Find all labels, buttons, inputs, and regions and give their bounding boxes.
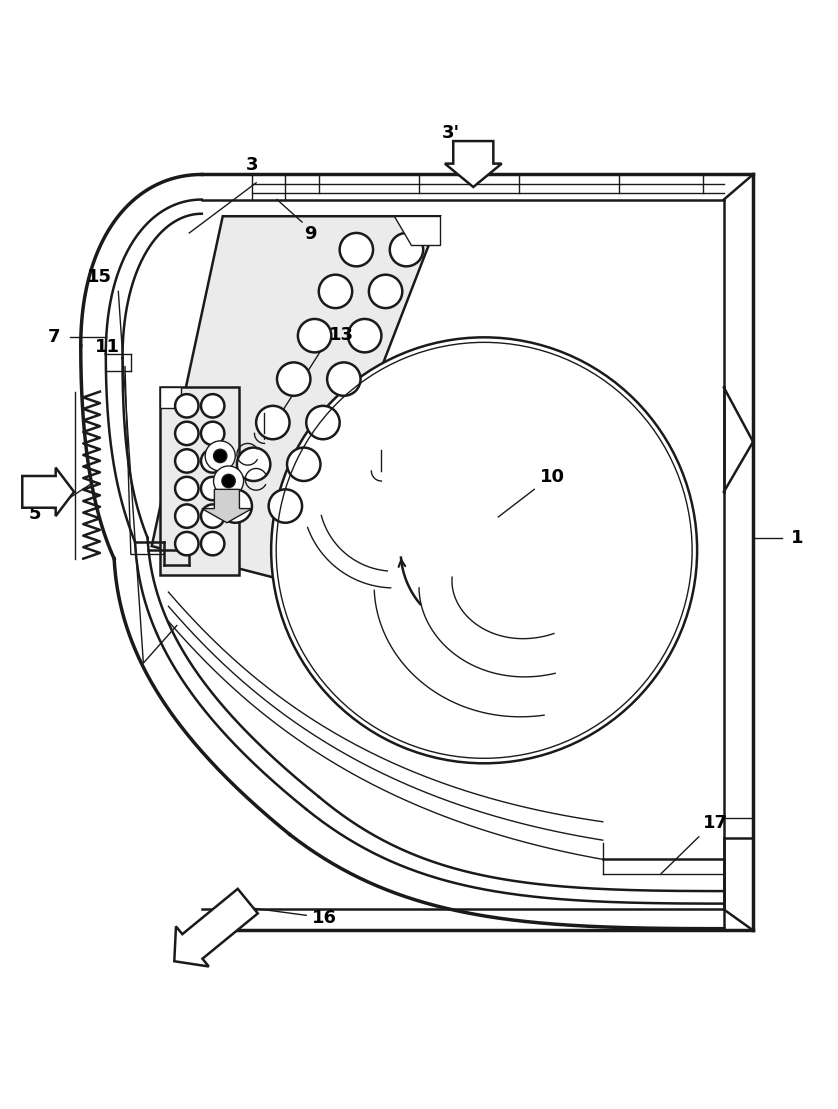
- Circle shape: [339, 233, 373, 266]
- Text: 17: 17: [703, 814, 728, 832]
- Text: 11: 11: [95, 338, 120, 356]
- Circle shape: [201, 449, 225, 472]
- Circle shape: [237, 448, 271, 481]
- Circle shape: [175, 449, 199, 472]
- Text: 7: 7: [48, 328, 59, 346]
- FancyArrow shape: [174, 888, 258, 966]
- Circle shape: [175, 505, 199, 528]
- Circle shape: [205, 441, 235, 471]
- Polygon shape: [152, 216, 440, 583]
- Polygon shape: [160, 387, 240, 576]
- Circle shape: [369, 275, 402, 308]
- Text: 9: 9: [303, 225, 316, 243]
- Circle shape: [327, 363, 360, 396]
- Circle shape: [201, 505, 225, 528]
- Circle shape: [297, 319, 331, 353]
- Text: 15: 15: [86, 267, 111, 285]
- Circle shape: [175, 421, 199, 445]
- Circle shape: [201, 421, 225, 445]
- Circle shape: [348, 319, 381, 353]
- Polygon shape: [394, 216, 440, 245]
- Polygon shape: [160, 387, 181, 408]
- Circle shape: [256, 406, 290, 439]
- Circle shape: [219, 489, 252, 522]
- Text: 3': 3': [442, 124, 460, 142]
- Circle shape: [175, 394, 199, 417]
- Circle shape: [222, 475, 235, 488]
- Circle shape: [287, 448, 320, 481]
- Text: 1: 1: [791, 529, 803, 547]
- FancyArrow shape: [445, 141, 502, 187]
- Circle shape: [201, 394, 225, 417]
- Circle shape: [269, 489, 302, 522]
- Text: 10: 10: [541, 468, 565, 486]
- Circle shape: [272, 337, 697, 763]
- Circle shape: [201, 532, 225, 556]
- Text: 16: 16: [312, 908, 337, 927]
- Circle shape: [318, 275, 352, 308]
- Polygon shape: [202, 489, 252, 522]
- Circle shape: [201, 477, 225, 500]
- Circle shape: [175, 532, 199, 556]
- FancyArrow shape: [23, 468, 74, 516]
- Circle shape: [306, 406, 339, 439]
- Circle shape: [175, 477, 199, 500]
- Circle shape: [277, 363, 310, 396]
- Circle shape: [214, 449, 227, 462]
- Text: 13: 13: [328, 326, 354, 344]
- Circle shape: [390, 233, 423, 266]
- Text: 3: 3: [246, 156, 258, 174]
- Text: 5: 5: [29, 506, 41, 523]
- Circle shape: [214, 466, 244, 496]
